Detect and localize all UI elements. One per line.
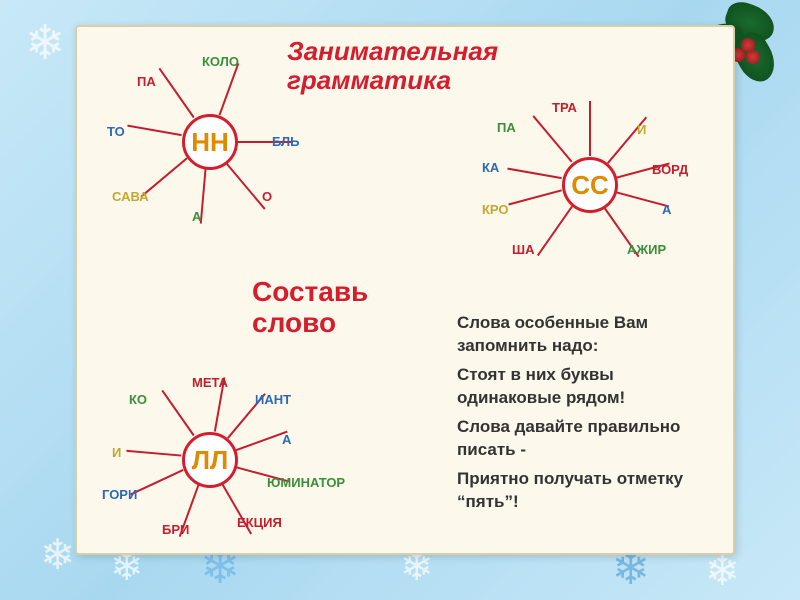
diagram-center-nn: НН bbox=[182, 114, 238, 170]
ray-label: БРИ bbox=[162, 522, 189, 537]
ray-label: КОЛО bbox=[202, 54, 239, 69]
ray-label: ША bbox=[512, 242, 534, 257]
ray-line bbox=[159, 68, 195, 118]
ray-line bbox=[532, 115, 572, 162]
ray-line bbox=[537, 206, 573, 256]
snowflake-icon: ❄ bbox=[40, 530, 75, 579]
ray-label: ЕКЦИЯ bbox=[237, 515, 282, 530]
ray-label: ВОРД bbox=[652, 162, 688, 177]
poem-text: Слова особенные Вам запомнить надо: Стоя… bbox=[457, 312, 717, 520]
ray-label: БЛЬ bbox=[272, 134, 300, 149]
ray-label: ТРА bbox=[552, 100, 577, 115]
diagram-nn: НН КОЛО ПА ТО САВА А О БЛЬ bbox=[97, 39, 317, 239]
ray-label: ЮМИНАТОР bbox=[267, 475, 345, 490]
section-title: Составь слово bbox=[252, 277, 368, 339]
ray-label: ПА bbox=[137, 74, 156, 89]
ray-line bbox=[225, 162, 265, 209]
ray-line bbox=[127, 125, 182, 137]
ray-line bbox=[235, 431, 287, 452]
ray-label: И bbox=[637, 122, 646, 137]
diagram-center-ll: ЛЛ bbox=[182, 432, 238, 488]
ray-label: О bbox=[262, 189, 272, 204]
holly-berry-icon bbox=[746, 50, 760, 64]
ray-line bbox=[161, 390, 194, 436]
ray-line bbox=[219, 63, 240, 115]
poem-line: Слова давайте правильно писать - bbox=[457, 416, 717, 462]
poem-line: Стоят в них буквы одинаковые рядом! bbox=[457, 364, 717, 410]
ray-label: А bbox=[662, 202, 671, 217]
poem-line: Приятно получать отметку “пять”! bbox=[457, 468, 717, 514]
subtitle-line1: Составь bbox=[252, 276, 368, 307]
ray-label: АЖИР bbox=[627, 242, 666, 257]
ray-label: КО bbox=[129, 392, 147, 407]
diagram-center-cc: СС bbox=[562, 157, 618, 213]
ray-label: А bbox=[282, 432, 291, 447]
ray-line bbox=[130, 469, 183, 495]
ray-line bbox=[508, 189, 562, 205]
title-line1: Занимательная bbox=[287, 36, 498, 66]
snowflake-icon: ❄ bbox=[25, 15, 65, 71]
diagram-ll: ЛЛ МЕТАКОИГОРИБРИЕКЦИЯЮМИНАТОРАИАНТ bbox=[97, 357, 317, 557]
ray-line bbox=[126, 450, 181, 457]
ray-label: ТО bbox=[107, 124, 125, 139]
subtitle-line2: слово bbox=[252, 307, 336, 338]
diagram-cc: СС ТРА ПА КА КРО ША АЖИР А ВОРД И bbox=[477, 82, 697, 282]
ray-label: ПА bbox=[497, 120, 516, 135]
ray-line bbox=[507, 168, 562, 180]
content-card: Занимательная грамматика Составь слово С… bbox=[75, 25, 735, 555]
poem-line: Слова особенные Вам запомнить надо: bbox=[457, 312, 717, 358]
ray-label: КА bbox=[482, 160, 499, 175]
ray-label: И bbox=[112, 445, 121, 460]
ray-label: МЕТА bbox=[192, 375, 228, 390]
ray-label: ГОРИ bbox=[102, 487, 137, 502]
ray-label: КРО bbox=[482, 202, 509, 217]
ray-label: А bbox=[192, 209, 201, 224]
ray-label: ИАНТ bbox=[255, 392, 291, 407]
ray-label: САВА bbox=[112, 189, 149, 204]
ray-line bbox=[589, 101, 591, 156]
page-title: Занимательная грамматика bbox=[287, 37, 498, 94]
